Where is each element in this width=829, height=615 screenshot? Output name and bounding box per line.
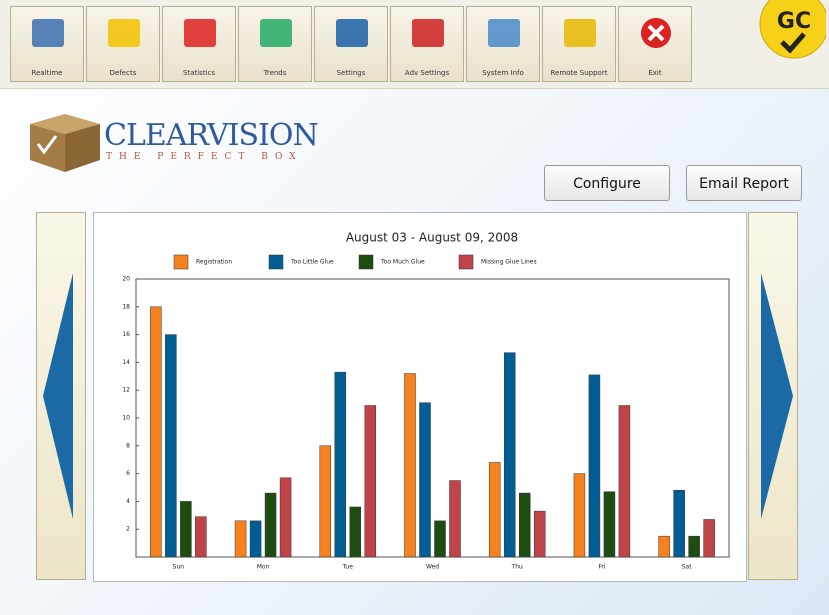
bar	[150, 307, 161, 557]
legend-label: Missing Glue Lines	[481, 259, 537, 266]
bar	[435, 521, 446, 557]
bar	[689, 536, 700, 557]
toolbar-icon	[332, 13, 372, 53]
logo-name: CLEARVISION	[104, 118, 318, 153]
toolbar-button[interactable]: Remote Support	[542, 6, 616, 82]
y-tick-label: 20	[122, 276, 130, 283]
badge-icon: GC	[758, 0, 826, 62]
toolbar-icon	[256, 13, 296, 53]
legend-label: Too Little Glue	[290, 259, 334, 266]
x-tick-label: Sun	[173, 564, 185, 571]
y-tick-label: 2	[126, 526, 130, 533]
toolbar-label: Defects	[87, 69, 159, 77]
bar	[280, 478, 291, 557]
legend-label: Registration	[196, 259, 232, 266]
toolbar-button[interactable]: Adv Settings	[390, 6, 464, 82]
email-report-button[interactable]: Email Report	[686, 165, 802, 201]
toolbar-button[interactable]: Defects	[86, 6, 160, 82]
bar	[489, 462, 500, 557]
bar	[235, 521, 246, 557]
legend-label: Too Much Glue	[380, 259, 425, 266]
x-tick-label: Fri	[598, 564, 605, 571]
toolbar-icon	[28, 13, 68, 53]
legend-swatch	[174, 255, 188, 269]
plot-frame	[136, 279, 729, 557]
legend-swatch	[269, 255, 283, 269]
legend-swatch	[459, 255, 473, 269]
toolbar-button[interactable]: System Info	[466, 6, 540, 82]
toolbar-label: Exit	[619, 69, 691, 77]
bar	[574, 474, 585, 557]
chart: August 03 - August 09, 2008 2 4 6 8 10 12 14 16…	[93, 212, 747, 582]
y-tick-label: 18	[122, 303, 130, 310]
bar	[165, 335, 176, 557]
x-tick-label: Mon	[257, 564, 270, 571]
toolbar-button[interactable]: Exit	[618, 6, 692, 82]
toolbar-icon	[484, 13, 524, 53]
bar	[589, 375, 600, 557]
toolbar-label: Adv Settings	[391, 69, 463, 77]
screen: Realtime Defects Statistics Trends Settings A…	[0, 0, 829, 615]
bar	[250, 521, 261, 557]
toolbar: Realtime Defects Statistics Trends Settings A…	[0, 0, 829, 89]
bar	[320, 446, 331, 557]
badge-text: GC	[777, 9, 811, 34]
toolbar-button[interactable]: Trends	[238, 6, 312, 82]
x-tick-label: Thu	[511, 564, 523, 571]
toolbar-label: Remote Support	[543, 69, 615, 77]
x-tick-label: Wed	[426, 564, 439, 571]
bar	[180, 501, 191, 557]
bar	[450, 481, 461, 557]
y-tick-label: 8	[126, 442, 130, 449]
bar	[504, 353, 515, 557]
previous-button[interactable]	[36, 212, 86, 580]
bar	[704, 519, 715, 557]
toolbar-label: System Info	[467, 69, 539, 77]
legend-swatch	[359, 255, 373, 269]
logo-box	[20, 104, 110, 174]
x-tick-label: Tue	[342, 564, 354, 571]
bar	[365, 405, 376, 557]
toolbar-button[interactable]: Realtime	[10, 6, 84, 82]
bar	[534, 511, 545, 557]
bar	[659, 536, 670, 557]
bar	[604, 492, 615, 557]
bar	[519, 493, 530, 557]
toolbar-label: Trends	[239, 69, 311, 77]
toolbar-icon	[408, 13, 448, 53]
y-tick-label: 14	[122, 359, 130, 366]
toolbar-icon	[180, 13, 220, 53]
toolbar-label: Statistics	[163, 69, 235, 77]
y-tick-label: 16	[122, 331, 130, 338]
x-tick-label: Sat	[682, 564, 692, 571]
toolbar-icon	[560, 13, 600, 53]
bar	[420, 403, 431, 557]
y-tick-label: 10	[122, 415, 130, 422]
bar	[335, 372, 346, 557]
y-tick-label: 6	[126, 470, 130, 477]
configure-button[interactable]: Configure	[544, 165, 670, 201]
logo-tagline: THE PERFECT BOX	[106, 152, 303, 162]
toolbar-icon	[104, 13, 144, 53]
bar	[674, 490, 685, 557]
next-button[interactable]	[748, 212, 798, 580]
bar	[619, 405, 630, 557]
toolbar-label: Realtime	[11, 69, 83, 77]
bar	[405, 374, 416, 557]
toolbar-button[interactable]: Statistics	[162, 6, 236, 82]
toolbar-label: Settings	[315, 69, 387, 77]
y-tick-label: 4	[126, 498, 130, 505]
y-tick-label: 12	[122, 387, 130, 394]
bar	[265, 493, 276, 557]
toolbar-icon	[636, 13, 676, 53]
chart-title: August 03 - August 09, 2008	[346, 231, 518, 245]
bar	[350, 507, 361, 557]
bar	[195, 517, 206, 557]
toolbar-button[interactable]: Settings	[314, 6, 388, 82]
